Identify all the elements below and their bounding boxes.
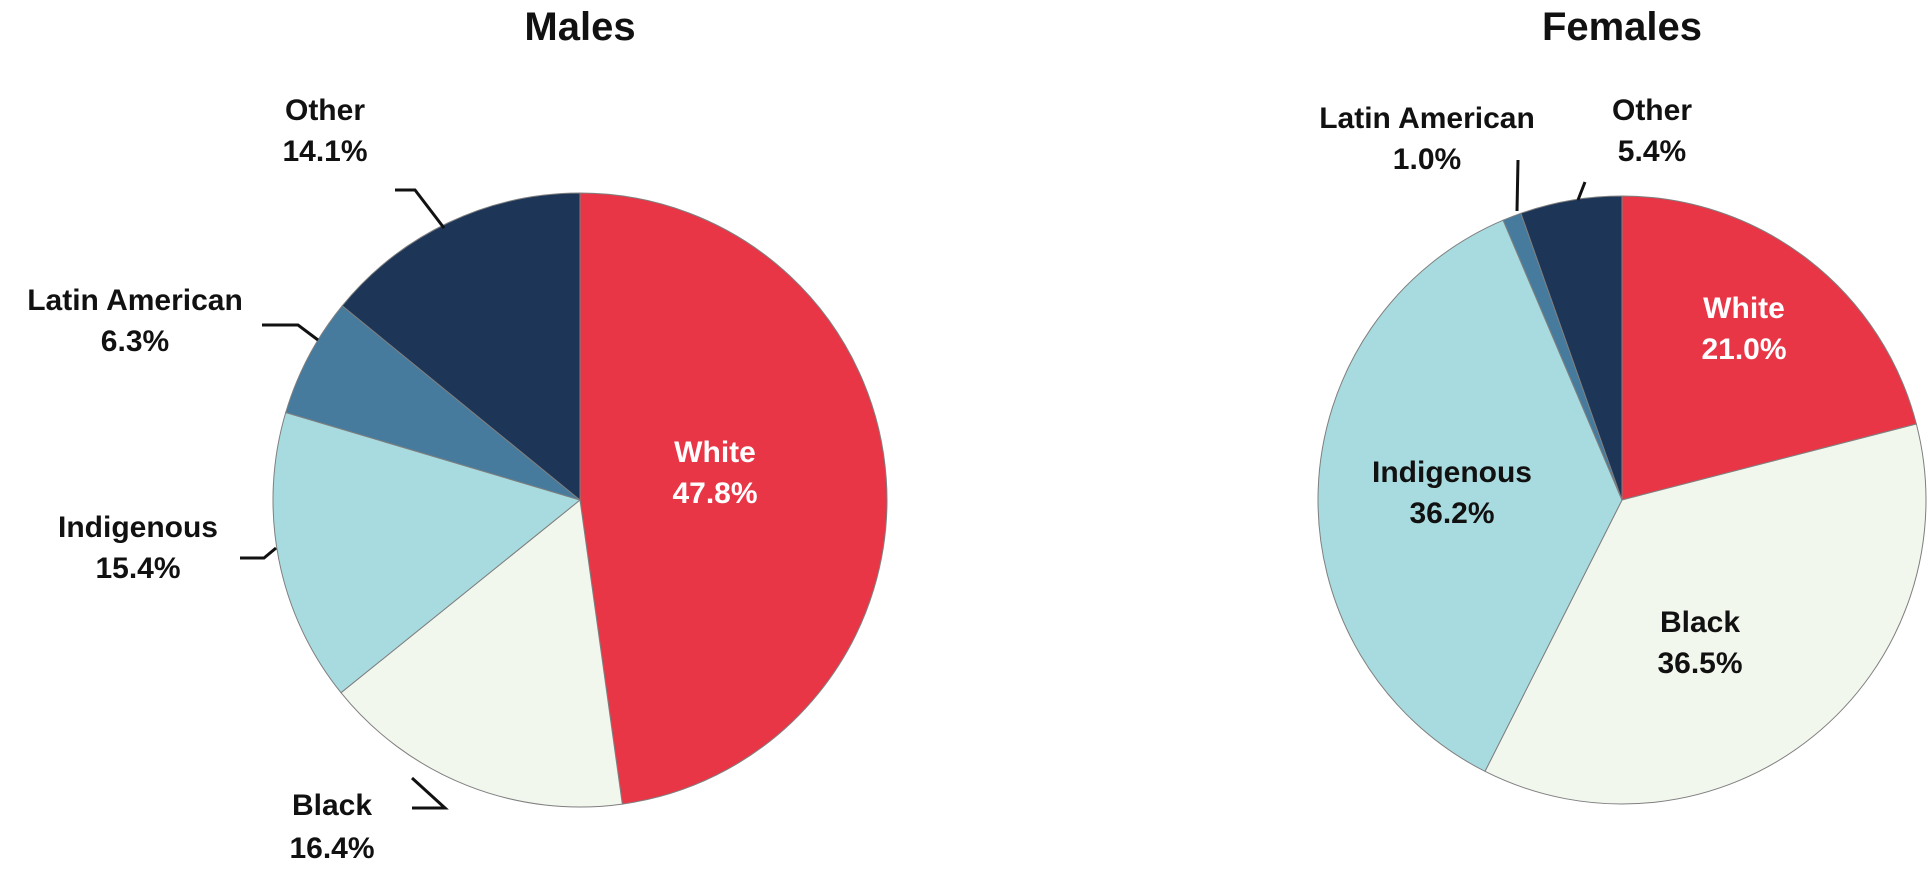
females-chart-title: Females (1542, 5, 1702, 49)
females-slice-black (1484, 423, 1927, 805)
females-label-indigenous: Indigenous (1372, 456, 1532, 489)
males-pie: White 47.8% Black 16.4% Indigenous 15.4% Latin… (27, 94, 888, 865)
males-leader-black (410, 776, 449, 810)
females-value-indigenous: 36.2% (1409, 497, 1494, 530)
males-label-white: White (674, 436, 756, 469)
males-value-black: 16.4% (289, 832, 374, 865)
females-leader-latin-american (1515, 159, 1520, 212)
females-slice-indigenous (1317, 219, 1623, 773)
males-value-other: 14.1% (282, 135, 367, 168)
females-label-white: White (1703, 292, 1785, 325)
males-label-latin-american: Latin American (27, 284, 243, 317)
males-leader-indigenous (240, 546, 277, 560)
females-value-other: 5.4% (1618, 135, 1686, 168)
males-slice-black (340, 499, 623, 808)
males-slice-other (341, 192, 581, 502)
females-pie: White 21.0% Black 36.5% Indigenous 36.2% Latin… (1317, 94, 1927, 805)
males-slice-latin-american (285, 305, 581, 501)
females-leader-other (1576, 181, 1587, 201)
females-slice-white (1621, 195, 1917, 501)
females-label-other: Other (1612, 94, 1692, 127)
males-slice-indigenous (272, 411, 582, 694)
males-label-indigenous: Indigenous (58, 511, 218, 544)
males-value-white: 47.8% (672, 477, 757, 510)
males-slice-white (579, 192, 888, 805)
males-value-latin-american: 6.3% (101, 325, 169, 358)
males-leader-latin-american (262, 323, 319, 342)
males-chart-title: Males (524, 5, 635, 49)
males-leader-other (395, 188, 446, 229)
males-label-other: Other (285, 94, 365, 127)
females-label-latin-american: Latin American (1319, 102, 1535, 135)
females-value-black: 36.5% (1657, 647, 1742, 680)
females-label-black: Black (1660, 606, 1740, 639)
males-value-indigenous: 15.4% (95, 552, 180, 585)
females-value-latin-american: 1.0% (1393, 143, 1461, 176)
females-slice-other (1520, 195, 1623, 501)
males-label-black: Black (292, 789, 372, 822)
females-value-white: 21.0% (1701, 333, 1786, 366)
